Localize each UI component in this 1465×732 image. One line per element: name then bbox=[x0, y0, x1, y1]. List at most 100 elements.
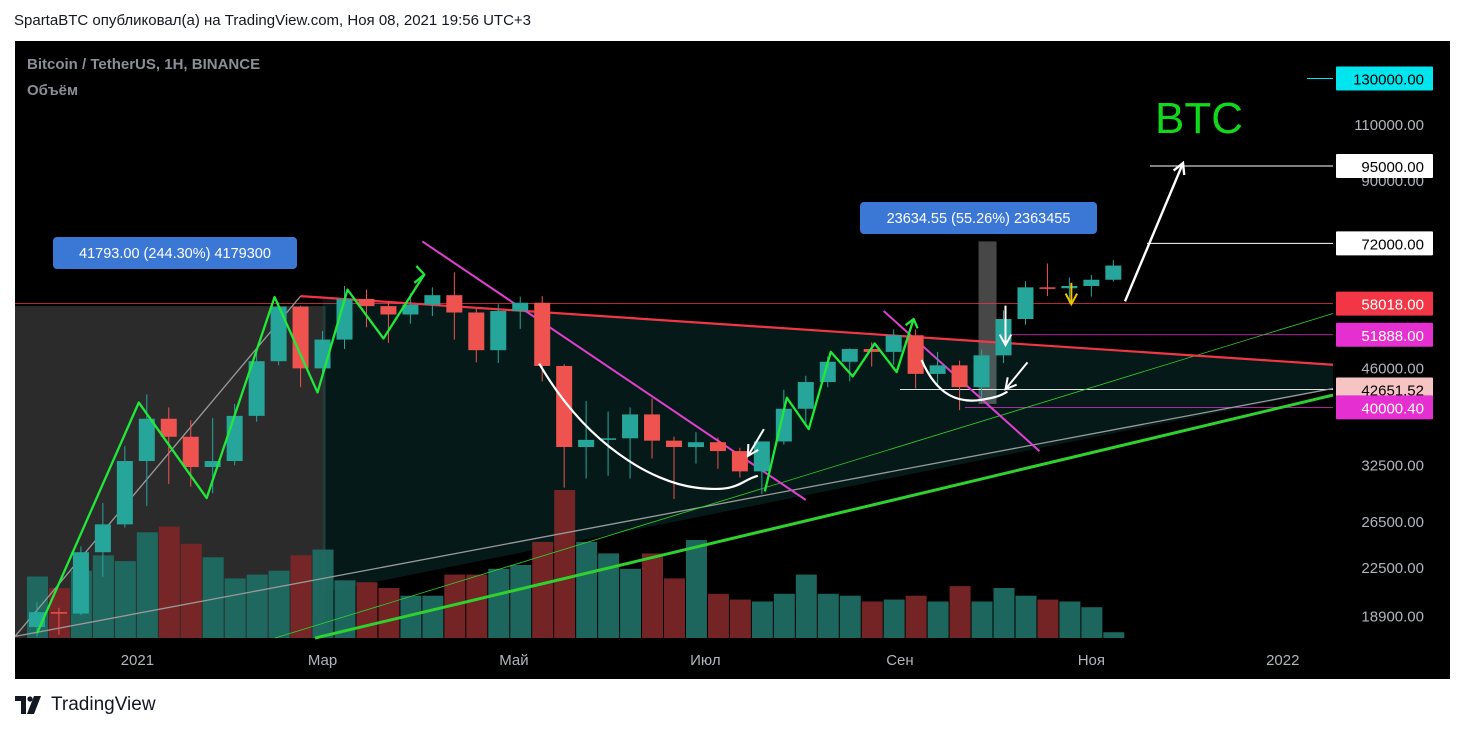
price-tag-label: 58018.00 bbox=[1361, 297, 1424, 314]
volume-bar bbox=[949, 586, 971, 638]
candle-body bbox=[1039, 287, 1056, 289]
volume-bar bbox=[795, 574, 817, 638]
x-tick-label: Май bbox=[499, 652, 528, 669]
candle bbox=[72, 546, 89, 616]
volume-bar bbox=[268, 570, 290, 638]
candle bbox=[116, 446, 133, 528]
arrow-head bbox=[746, 443, 759, 458]
candle-body bbox=[292, 306, 309, 369]
volume-bar bbox=[312, 549, 334, 638]
candle-body bbox=[600, 438, 617, 440]
candle-body bbox=[512, 302, 529, 312]
volume-bar bbox=[620, 568, 642, 638]
candle-body bbox=[644, 414, 661, 441]
price-tag-bg bbox=[1336, 322, 1433, 347]
candle-body bbox=[578, 439, 595, 448]
candle-body bbox=[50, 612, 67, 614]
chart-canvas[interactable]: BTC 41793.00 (244.30%) 4179300 23634.55 (5… bbox=[15, 41, 1450, 679]
measure-label-1[interactable]: 41793.00 (244.30%) 4179300 bbox=[53, 237, 297, 269]
volume-bar bbox=[136, 532, 158, 638]
candle bbox=[358, 289, 375, 328]
candle-body bbox=[1083, 279, 1100, 286]
candle bbox=[973, 349, 990, 403]
y-tick-label: 46000.00 bbox=[1361, 360, 1424, 377]
annotations-layer: BTC 41793.00 (244.30%) 4179300 23634.55 (5… bbox=[35, 94, 1243, 634]
price-tag[interactable]: 130000.00 bbox=[1336, 66, 1433, 91]
candle-body bbox=[731, 451, 748, 472]
x-tick-label: 2021 bbox=[121, 652, 154, 669]
volume-bar bbox=[444, 574, 466, 638]
price-tag-bg bbox=[1336, 231, 1433, 256]
volume-bar bbox=[905, 595, 927, 638]
zigzag-up-1 bbox=[35, 273, 426, 634]
price-tag-bg bbox=[1336, 66, 1433, 91]
candle-body bbox=[973, 355, 990, 388]
measure-label-text: 23634.55 (55.26%) 2363455 bbox=[887, 211, 1071, 227]
volume-bar bbox=[1081, 607, 1103, 638]
candle-body bbox=[1061, 285, 1078, 289]
zigzag-arrowhead-1 bbox=[413, 265, 426, 284]
candle bbox=[929, 351, 946, 385]
candle-body bbox=[841, 349, 858, 362]
symbol-legend[interactable]: Bitcoin / TetherUS, 1H, BINANCE bbox=[27, 56, 261, 73]
candle-body bbox=[666, 440, 682, 448]
price-tag[interactable]: 40000.40 bbox=[1336, 395, 1433, 420]
cup-curve-1 bbox=[538, 363, 759, 490]
chart-area[interactable]: BTC 41793.00 (244.30%) 4179300 23634.55 (5… bbox=[15, 41, 1450, 679]
arrow-oct-left bbox=[1004, 361, 1029, 391]
price-tag[interactable]: 58018.00 bbox=[1336, 291, 1433, 316]
volume-bar bbox=[773, 593, 795, 638]
candle bbox=[248, 350, 265, 422]
measure-label-2[interactable]: 23634.55 (55.26%) 2363455 bbox=[860, 202, 1097, 234]
candle-body bbox=[336, 298, 353, 340]
y-tick-label: 32500.00 bbox=[1361, 457, 1424, 474]
volume-bar bbox=[861, 601, 883, 638]
price-tag[interactable]: 51888.00 bbox=[1336, 322, 1433, 347]
volume-bars-layer bbox=[26, 490, 1125, 638]
volume-bar bbox=[378, 588, 400, 638]
price-tag[interactable]: 72000.00 bbox=[1336, 231, 1433, 256]
arrow-jul bbox=[746, 428, 765, 458]
volume-bar bbox=[422, 595, 444, 638]
tradingview-logo[interactable]: TradingView bbox=[15, 694, 156, 716]
candle-body bbox=[1017, 287, 1034, 320]
candle bbox=[951, 360, 968, 411]
volume-bar bbox=[1103, 632, 1125, 638]
candle bbox=[841, 348, 858, 382]
candle-body bbox=[797, 382, 814, 409]
volume-bar bbox=[642, 553, 664, 638]
trendlines-layer bbox=[15, 78, 1334, 640]
volume-legend[interactable]: Объём bbox=[27, 82, 79, 99]
candle bbox=[600, 411, 617, 476]
candle-body bbox=[402, 304, 419, 315]
arrow-shaft bbox=[747, 428, 765, 457]
measure-label-bg bbox=[860, 202, 1097, 234]
volume-bar bbox=[817, 593, 839, 638]
candle bbox=[731, 447, 748, 478]
price-tag-label: 95000.00 bbox=[1361, 159, 1424, 176]
volume-bar bbox=[554, 490, 576, 638]
candle-body bbox=[556, 365, 573, 448]
candle bbox=[50, 607, 67, 635]
candle bbox=[622, 407, 639, 479]
volume-bar bbox=[114, 561, 136, 638]
chart-title-btc: BTC bbox=[1155, 94, 1243, 143]
candle bbox=[709, 437, 726, 469]
volume-bar bbox=[707, 593, 729, 638]
candle bbox=[490, 304, 507, 363]
candle-body bbox=[446, 295, 463, 313]
candle-body bbox=[1105, 265, 1122, 280]
candle bbox=[995, 310, 1012, 363]
candle bbox=[292, 305, 309, 388]
candle bbox=[1017, 281, 1034, 325]
zigzag-up-2 bbox=[763, 318, 915, 492]
candle-body bbox=[995, 319, 1012, 356]
volume-bar bbox=[971, 601, 993, 638]
candle-body bbox=[885, 335, 902, 352]
candle bbox=[468, 308, 485, 363]
price-tag[interactable]: 95000.00 bbox=[1336, 154, 1433, 179]
y-tick-label: 110000.00 bbox=[1354, 117, 1424, 134]
candle-body bbox=[72, 552, 89, 614]
candle-body bbox=[160, 418, 177, 437]
candle-body bbox=[929, 365, 946, 374]
